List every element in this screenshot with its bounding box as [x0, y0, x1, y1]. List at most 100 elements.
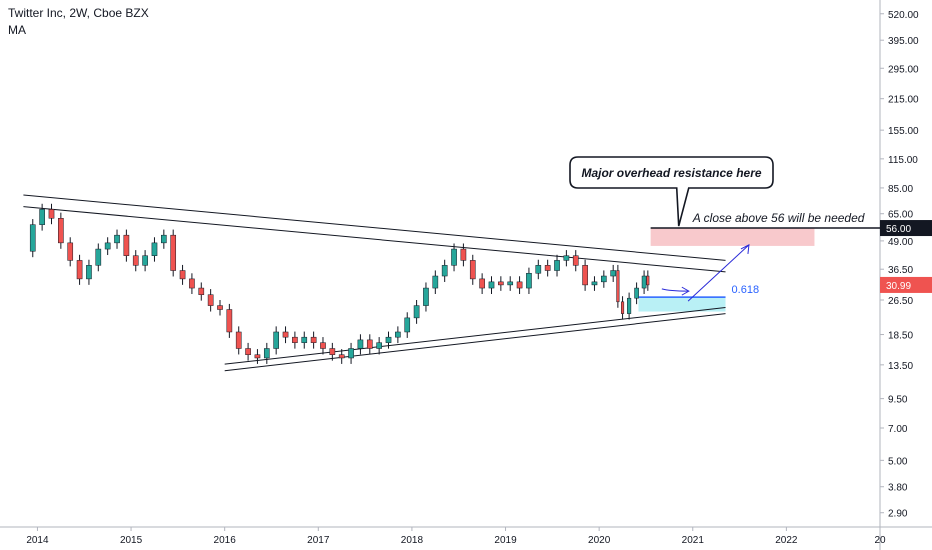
candle-body [104, 242, 111, 250]
candle-body [507, 281, 514, 286]
resistance-zone [650, 228, 815, 246]
candle-body [39, 209, 45, 225]
resistance-note: A close above 56 will be needed [692, 211, 865, 225]
candle-body [86, 265, 92, 280]
y-tick-label: 520.00 [888, 10, 919, 21]
candle-body [245, 348, 251, 355]
y-tick-label: 7.00 [888, 424, 908, 435]
y-tick-label: 215.00 [888, 95, 919, 106]
candle-body [526, 272, 532, 289]
zones-layer: 0.618 [638, 228, 815, 312]
candle-body [516, 281, 523, 289]
candle-body [432, 275, 439, 289]
candle-body [423, 287, 429, 306]
lower-channel-bottom-line [224, 313, 726, 372]
candle-body [301, 336, 308, 343]
callout-text: Major overhead resistance here [581, 166, 761, 180]
x-tick-label: 2016 [214, 535, 237, 546]
x-tick-label: 20 [874, 535, 886, 546]
candle-body [292, 336, 298, 343]
candle-body [591, 281, 598, 286]
candle-body [179, 270, 186, 280]
candle-body [329, 348, 336, 355]
support-zone [638, 297, 726, 312]
candle-body [469, 260, 476, 280]
current-price-label: 30.99 [886, 281, 911, 292]
candle-body [582, 265, 588, 286]
candle-body [357, 339, 364, 349]
candle-body [338, 354, 345, 359]
trendlines-layer [23, 194, 726, 372]
candle-body [441, 265, 448, 277]
x-tick-label: 2015 [120, 535, 143, 546]
candle-body [48, 209, 55, 219]
candle-body [170, 234, 177, 271]
annotations-layer: A close above 56 will be needed Major ove… [569, 156, 880, 302]
candle-body [621, 301, 625, 314]
indicator-label-ma[interactable]: MA [8, 23, 26, 37]
y-tick-label: 9.50 [888, 395, 908, 406]
y-tick-label: 26.50 [888, 296, 913, 307]
lower-channel-top-line [224, 307, 726, 365]
x-tick-label: 2018 [401, 535, 424, 546]
candle-body [601, 275, 607, 283]
candle-body [563, 255, 570, 261]
candle-body [114, 234, 120, 244]
candle-body [535, 265, 542, 274]
callout-box [569, 156, 774, 227]
y-tick-label: 36.50 [888, 265, 913, 276]
candle-body [207, 294, 214, 306]
price-axis[interactable]: 520.00 395.00 295.00 215.00 155.00 115.00 85.0… [880, 10, 932, 520]
candle-body [366, 339, 373, 349]
x-tick-label: 2019 [494, 535, 517, 546]
y-tick-label: 395.00 [888, 36, 919, 47]
down-arrow [661, 288, 688, 292]
candle-body [451, 248, 457, 266]
candle-body [235, 331, 242, 349]
y-tick-label: 155.00 [888, 126, 919, 137]
candle-body [95, 248, 102, 266]
candle-body [616, 270, 620, 303]
x-tick-label: 2014 [26, 535, 49, 546]
candle-body [395, 331, 401, 338]
candle-body [142, 255, 148, 266]
y-tick-label: 295.00 [888, 64, 919, 75]
x-tick-label: 2021 [682, 535, 705, 546]
time-axis[interactable]: 2014 2015 2016 2017 2018 2019 2020 2021 2022 20 [26, 527, 886, 546]
candle-body [58, 218, 64, 244]
y-tick-label: 65.00 [888, 210, 913, 221]
x-tick-label: 2020 [588, 535, 611, 546]
upper-channel-bottom-line [23, 206, 726, 273]
candle-body [610, 270, 617, 277]
candle-body [413, 305, 420, 319]
current-price-tag [880, 276, 932, 293]
candle-body [76, 260, 83, 280]
candle-body [151, 242, 158, 256]
candle-body [498, 281, 504, 286]
candle-body [263, 348, 270, 359]
candle-body [385, 336, 392, 343]
candle-body [189, 278, 195, 289]
y-tick-label: 85.00 [888, 184, 913, 195]
x-tick-label: 2022 [775, 535, 798, 546]
y-tick-label: 49.00 [888, 237, 913, 248]
candle-body [132, 255, 139, 266]
candle-body [646, 275, 650, 286]
candle-body [488, 281, 495, 289]
candle-body [641, 275, 647, 289]
down-arrowhead [681, 286, 690, 296]
y-tick-label: 115.00 [888, 155, 918, 166]
candle-body [479, 278, 485, 289]
candle-body [123, 234, 130, 256]
candle-body [29, 224, 36, 252]
candle-body [320, 342, 326, 349]
up-arrowhead [740, 244, 750, 254]
candle-body [67, 242, 74, 261]
resistance-price-tag [880, 220, 932, 237]
candle-body [634, 287, 639, 299]
x-tick-label: 2017 [307, 535, 330, 546]
fib-level-label: 0.618 [732, 284, 760, 296]
y-tick-label: 2.90 [888, 509, 908, 520]
